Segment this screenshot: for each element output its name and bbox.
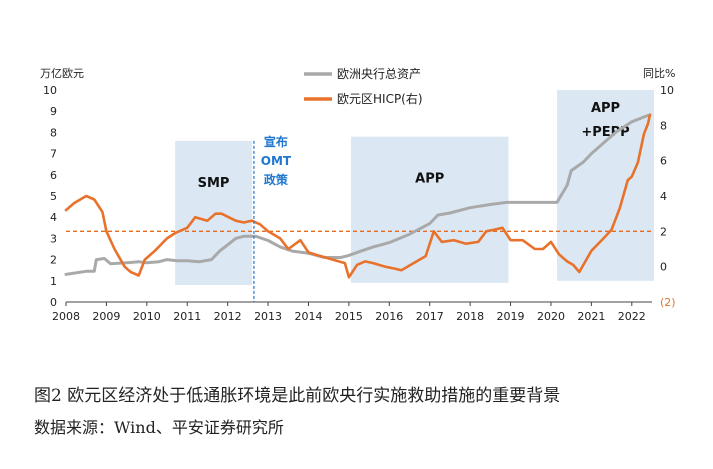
left-tick-label: 10 [43,84,57,97]
x-tick-label: 2011 [173,310,201,323]
x-tick-label: 2020 [537,310,565,323]
chart: SMP APP APP +PEPP 0 1 2 3 4 5 6 7 8 9 10 (2) 0 2 4 6 8 10 200… [40,67,676,323]
right-tick-label: 0 [660,261,667,274]
x-tick-label: 2013 [254,310,282,323]
omt-annotation-line-1: 宣布 [264,134,288,149]
right-tick-label: 8 [660,119,667,132]
left-tick-label: 6 [50,169,57,182]
x-tick-label: 2008 [52,310,80,323]
series-lines [64,113,652,279]
region-label-3-2: +PEPP [581,125,629,140]
x-tick-label: 2010 [133,310,161,323]
region-label-3-1: APP [591,101,620,116]
x-tick-label: 2012 [214,310,242,323]
region-label-2-1: APP [415,172,444,187]
series-line-hicp [64,113,652,279]
left-tick-label: 7 [50,148,57,161]
left-tick-label: 9 [50,105,57,118]
right-axis-unit: 同比% [643,67,675,80]
x-tick-label: 2021 [577,310,605,323]
x-tick-label: 2016 [375,310,403,323]
left-tick-label: 8 [50,126,57,139]
shaded-region-1 [175,140,252,286]
left-tick-label: 0 [50,296,57,309]
x-tick-label: 2014 [294,310,322,323]
left-tick-label: 3 [50,232,57,245]
left-tick-label: 2 [50,254,57,267]
right-tick-label: 4 [660,190,667,203]
right-tick-label: (2) [660,296,676,309]
shaded-region-2 [350,136,509,283]
right-tick-label: 2 [660,225,667,238]
shaded-region-3 [557,90,655,281]
annotations: 宣布 OMT 政策 [253,134,292,302]
x-tick-label: 2019 [497,310,525,323]
shaded-regions: SMP APP APP +PEPP [175,90,655,286]
legend-label-hicp: 欧元区HICP(右) [337,91,423,106]
x-tick-label: 2018 [456,310,484,323]
data-source: 数据来源：Wind、平安证券研究所 [34,418,284,437]
left-axis-unit: 万亿欧元 [40,67,84,80]
omt-annotation-line-3: 政策 [264,172,289,187]
figure-title: 图2 欧元区经济处于低通胀环境是此前欧央行实施救助措施的重要背景 [34,386,561,406]
legend-label-assets: 欧洲央行总资产 [337,67,421,81]
left-tick-label: 5 [50,190,57,203]
right-tick-label: 6 [660,155,667,168]
region-label-1-1: SMP [198,176,230,191]
x-tick-label: 2015 [335,310,363,323]
x-tick-label: 2022 [618,310,646,323]
left-tick-label: 1 [50,275,57,288]
x-tick-label: 2009 [92,310,120,323]
legend: 欧洲央行总资产 欧元区HICP(右) [304,67,423,106]
axes: 0 1 2 3 4 5 6 7 8 9 10 (2) 0 2 4 6 8 10 2008 2009 2010 2011 20… [43,84,676,323]
right-tick-label: 10 [660,84,674,97]
left-tick-label: 4 [50,211,57,224]
omt-annotation-line-2: OMT [261,154,292,168]
x-tick-label: 2017 [416,310,444,323]
